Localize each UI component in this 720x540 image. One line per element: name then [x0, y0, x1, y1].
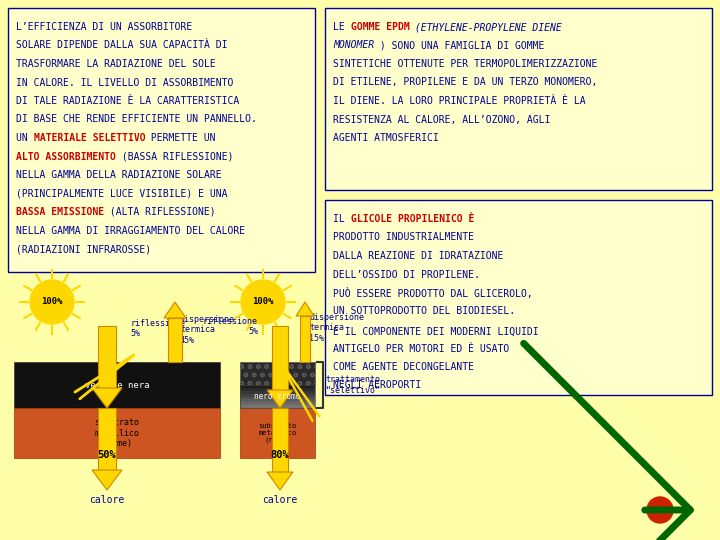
Text: 50%: 50%	[98, 450, 117, 460]
Text: ANTIGELO PER MOTORI ED È USATO: ANTIGELO PER MOTORI ED È USATO	[333, 343, 509, 354]
Text: riflessione
5%: riflessione 5%	[203, 316, 258, 336]
Text: TRASFORMARE LA RADIAZIONE DEL SOLE: TRASFORMARE LA RADIAZIONE DEL SOLE	[16, 59, 216, 69]
Text: UN: UN	[16, 133, 34, 143]
FancyBboxPatch shape	[325, 200, 712, 395]
Bar	[240, 391, 315, 394]
Polygon shape	[296, 302, 314, 316]
Text: substrato
metallico
(rame): substrato metallico (rame)	[258, 423, 297, 443]
Polygon shape	[267, 390, 293, 408]
Text: IL DIENE. LA LORO PRINCIPALE PROPRIETÀ È LA: IL DIENE. LA LORO PRINCIPALE PROPRIETÀ È…	[333, 96, 585, 106]
Bar	[240, 362, 315, 385]
Text: (ALTA RIFLESSIONE): (ALTA RIFLESSIONE)	[104, 207, 216, 217]
Text: DALLA REAZIONE DI IDRATAZIONE: DALLA REAZIONE DI IDRATAZIONE	[333, 251, 503, 261]
Bar	[14, 362, 220, 408]
Text: (ETHYLENE-PROPYLENE DIENE: (ETHYLENE-PROPYLENE DIENE	[410, 22, 562, 32]
Bar	[240, 394, 315, 396]
Text: LE: LE	[333, 22, 351, 32]
Polygon shape	[98, 408, 116, 470]
Polygon shape	[92, 388, 122, 408]
Text: SOLARE DIPENDE DALLA SUA CAPACITÀ DI: SOLARE DIPENDE DALLA SUA CAPACITÀ DI	[16, 40, 228, 51]
FancyBboxPatch shape	[325, 8, 712, 190]
Bar	[240, 405, 315, 408]
Text: AGENTI ATMOSFERICI: AGENTI ATMOSFERICI	[333, 133, 438, 143]
Bar	[240, 385, 315, 388]
Text: NELLA GAMMA DI IRRAGGIAMENTO DEL CALORE: NELLA GAMMA DI IRRAGGIAMENTO DEL CALORE	[16, 226, 245, 235]
Polygon shape	[164, 302, 186, 318]
Bar	[240, 388, 315, 391]
Text: DI TALE RADIAZIONE È LA CARATTERISTICA: DI TALE RADIAZIONE È LA CARATTERISTICA	[16, 96, 239, 106]
Text: dispersione
termica
45%: dispersione termica 45%	[180, 315, 235, 345]
Text: GLICOLE PROPILENICO È: GLICOLE PROPILENICO È	[351, 214, 474, 224]
Circle shape	[647, 497, 673, 523]
Polygon shape	[272, 326, 288, 390]
FancyBboxPatch shape	[8, 8, 315, 272]
Text: nero cromo: nero cromo	[254, 392, 301, 401]
Text: COME AGENTE DECONGELANTE: COME AGENTE DECONGELANTE	[333, 362, 474, 372]
Text: È IL COMPONENTE DEI MODERNI LIQUIDI: È IL COMPONENTE DEI MODERNI LIQUIDI	[333, 325, 539, 336]
Text: PRODOTTO INDUSTRIALMENTE: PRODOTTO INDUSTRIALMENTE	[333, 233, 474, 242]
Text: NEGLI AEROPORTI: NEGLI AEROPORTI	[333, 381, 421, 390]
Text: (RADIAZIONI INFRAROSSE): (RADIAZIONI INFRAROSSE)	[16, 244, 151, 254]
Bar	[240, 402, 315, 405]
Text: dispersione
termica
15%: dispersione termica 15%	[309, 313, 364, 343]
Text: 100%: 100%	[252, 298, 274, 307]
Text: IL: IL	[333, 214, 351, 224]
Text: ALTO ASSORBIMENTO: ALTO ASSORBIMENTO	[16, 152, 116, 161]
Text: MONOMER: MONOMER	[333, 40, 374, 51]
Text: IN CALORE. IL LIVELLO DI ASSORBIMENTO: IN CALORE. IL LIVELLO DI ASSORBIMENTO	[16, 78, 233, 87]
Text: MATERIALE SELETTIVO: MATERIALE SELETTIVO	[34, 133, 145, 143]
Text: L’EFFICIENZA DI UN ASSORBITORE: L’EFFICIENZA DI UN ASSORBITORE	[16, 22, 192, 32]
Text: DI BASE CHE RENDE EFFICIENTE UN PANNELLO.: DI BASE CHE RENDE EFFICIENTE UN PANNELLO…	[16, 114, 257, 125]
Bar	[240, 400, 315, 402]
Polygon shape	[92, 470, 122, 490]
Text: riflessione
5%: riflessione 5%	[130, 319, 185, 338]
Text: NELLA GAMMA DELLA RADIAZIONE SOLARE: NELLA GAMMA DELLA RADIAZIONE SOLARE	[16, 170, 222, 180]
Polygon shape	[168, 318, 181, 362]
Polygon shape	[267, 472, 293, 490]
Text: PERMETTE UN: PERMETTE UN	[145, 133, 216, 143]
Circle shape	[241, 280, 285, 324]
Polygon shape	[272, 408, 288, 472]
Text: trattamento
“selettivo”: trattamento “selettivo”	[325, 375, 380, 395]
Text: (BASSA RIFLESSIONE): (BASSA RIFLESSIONE)	[116, 152, 233, 161]
Text: (PRINCIPALMENTE LUCE VISIBILE) E UNA: (PRINCIPALMENTE LUCE VISIBILE) E UNA	[16, 188, 228, 199]
Text: 80%: 80%	[271, 450, 289, 460]
Text: 100%: 100%	[41, 298, 63, 307]
Text: ) SONO UNA FAMIGLIA DI GOMME: ) SONO UNA FAMIGLIA DI GOMME	[374, 40, 544, 51]
Bar	[240, 396, 315, 400]
Bar	[240, 408, 315, 458]
Text: BASSA EMISSIONE: BASSA EMISSIONE	[16, 207, 104, 217]
Bar	[240, 385, 315, 408]
Text: GOMME EPDM: GOMME EPDM	[351, 22, 410, 32]
Circle shape	[30, 280, 74, 324]
Text: SINTETICHE OTTENUTE PER TERMOPOLIMERIZZAZIONE: SINTETICHE OTTENUTE PER TERMOPOLIMERIZZA…	[333, 59, 598, 69]
Text: DI ETILENE, PROPILENE E DA UN TERZO MONOMERO,: DI ETILENE, PROPILENE E DA UN TERZO MONO…	[333, 78, 598, 87]
Text: substrato
metallico
(rame): substrato metallico (rame)	[94, 418, 140, 448]
Text: RESISTENZA AL CALORE, ALL’OZONO, AGLI: RESISTENZA AL CALORE, ALL’OZONO, AGLI	[333, 114, 550, 125]
Bar	[14, 408, 220, 458]
Text: PUÒ ESSERE PRODOTTO DAL GLICEROLO,: PUÒ ESSERE PRODOTTO DAL GLICEROLO,	[333, 288, 533, 299]
Text: UN SOTTOPRODOTTO DEL BIODIESEL.: UN SOTTOPRODOTTO DEL BIODIESEL.	[333, 307, 515, 316]
Polygon shape	[98, 326, 116, 388]
Text: vernice nera: vernice nera	[85, 381, 149, 389]
Text: calore: calore	[262, 495, 297, 505]
Text: DELL’OSSIDO DI PROPILENE.: DELL’OSSIDO DI PROPILENE.	[333, 269, 480, 280]
Text: calore: calore	[89, 495, 125, 505]
Polygon shape	[300, 316, 310, 362]
